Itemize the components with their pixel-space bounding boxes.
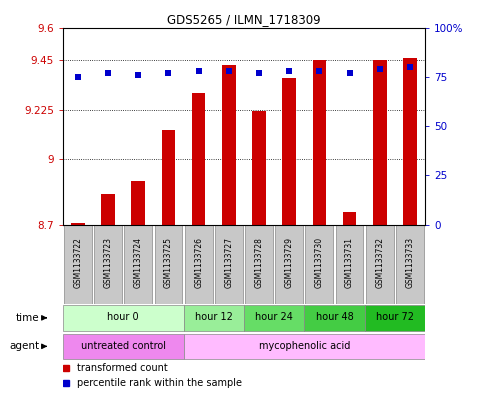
Bar <box>283 78 296 225</box>
Point <box>165 70 172 76</box>
Bar <box>63 334 184 359</box>
Point <box>376 66 384 72</box>
Point <box>225 68 233 74</box>
Bar <box>64 225 92 304</box>
Text: GSM1133725: GSM1133725 <box>164 237 173 288</box>
Bar <box>245 225 273 304</box>
Text: hour 24: hour 24 <box>255 312 293 322</box>
Text: hour 72: hour 72 <box>376 312 414 322</box>
Text: untreated control: untreated control <box>81 341 166 351</box>
Bar <box>184 334 425 359</box>
Bar <box>101 194 115 225</box>
Bar <box>336 225 363 304</box>
Text: hour 0: hour 0 <box>107 312 139 322</box>
Text: mycophenolic acid: mycophenolic acid <box>258 341 350 351</box>
Point <box>134 72 142 78</box>
Bar <box>185 225 213 304</box>
Bar <box>366 225 394 304</box>
Bar <box>184 305 244 331</box>
Text: GSM1133722: GSM1133722 <box>73 237 83 288</box>
Bar <box>244 305 304 331</box>
Text: GSM1133732: GSM1133732 <box>375 237 384 288</box>
Text: time: time <box>15 313 39 323</box>
Point <box>406 64 414 70</box>
Bar <box>131 181 145 225</box>
Bar <box>155 225 183 304</box>
Bar <box>222 65 236 225</box>
Text: percentile rank within the sample: percentile rank within the sample <box>77 378 242 388</box>
Text: GSM1133730: GSM1133730 <box>315 237 324 288</box>
Text: GSM1133729: GSM1133729 <box>284 237 294 288</box>
Point <box>346 70 354 76</box>
Point <box>195 68 202 74</box>
Bar <box>365 305 425 331</box>
Text: GSM1133724: GSM1133724 <box>134 237 143 288</box>
Bar <box>306 225 333 304</box>
Text: GSM1133731: GSM1133731 <box>345 237 354 288</box>
Point <box>315 68 323 74</box>
Text: GSM1133726: GSM1133726 <box>194 237 203 288</box>
Point <box>74 73 82 80</box>
Text: transformed count: transformed count <box>77 363 168 373</box>
Bar <box>304 305 365 331</box>
Text: GSM1133727: GSM1133727 <box>224 237 233 288</box>
Point <box>285 68 293 74</box>
Bar <box>313 61 326 225</box>
Bar <box>373 61 386 225</box>
Point <box>104 70 112 76</box>
Bar <box>192 93 205 225</box>
Bar <box>396 225 424 304</box>
Bar <box>403 58 417 225</box>
Bar <box>215 225 243 304</box>
Bar <box>275 225 303 304</box>
Bar <box>71 222 85 225</box>
Text: GSM1133723: GSM1133723 <box>103 237 113 288</box>
Bar <box>343 211 356 225</box>
Bar <box>94 225 122 304</box>
Text: GSM1133728: GSM1133728 <box>255 237 264 288</box>
Title: GDS5265 / ILMN_1718309: GDS5265 / ILMN_1718309 <box>167 13 321 26</box>
Text: agent: agent <box>9 342 39 351</box>
Bar <box>252 111 266 225</box>
Bar <box>125 225 152 304</box>
Bar <box>162 130 175 225</box>
Bar <box>63 305 184 331</box>
Text: hour 12: hour 12 <box>195 312 233 322</box>
Text: hour 48: hour 48 <box>315 312 354 322</box>
Point <box>255 70 263 76</box>
Text: GSM1133733: GSM1133733 <box>405 237 414 288</box>
